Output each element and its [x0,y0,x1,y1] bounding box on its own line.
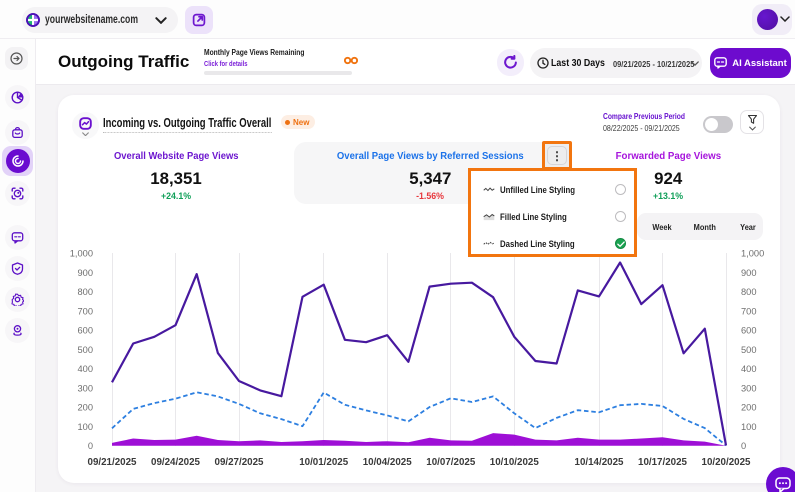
svg-text:10/10/2025: 10/10/2025 [490,456,539,468]
svg-text:100: 100 [77,422,93,432]
svg-text:300: 300 [77,383,93,393]
svg-text:600: 600 [77,326,93,336]
svg-text:09/24/2025: 09/24/2025 [151,456,200,468]
svg-text:1,000: 1,000 [70,249,93,259]
svg-text:900: 900 [741,268,757,278]
svg-text:900: 900 [77,268,93,278]
svg-text:10/14/2025: 10/14/2025 [575,456,624,468]
svg-text:10/07/2025: 10/07/2025 [426,456,475,468]
svg-text:700: 700 [77,306,93,316]
svg-text:10/20/2025: 10/20/2025 [702,456,751,468]
svg-text:600: 600 [741,326,757,336]
svg-text:10/04/2025: 10/04/2025 [363,456,412,468]
svg-text:200: 200 [77,403,93,413]
svg-text:10/01/2025: 10/01/2025 [299,456,348,468]
svg-text:0: 0 [88,441,93,451]
svg-text:700: 700 [741,306,757,316]
svg-text:400: 400 [741,364,757,374]
svg-text:800: 800 [741,287,757,297]
svg-text:0: 0 [741,441,746,451]
svg-text:300: 300 [741,383,757,393]
svg-text:200: 200 [741,403,757,413]
svg-text:09/21/2025: 09/21/2025 [88,456,137,468]
svg-text:1,000: 1,000 [741,249,764,259]
svg-text:500: 500 [741,345,757,355]
svg-text:400: 400 [77,364,93,374]
svg-text:09/27/2025: 09/27/2025 [215,456,264,468]
svg-text:800: 800 [77,287,93,297]
svg-text:500: 500 [77,345,93,355]
svg-text:10/17/2025: 10/17/2025 [638,456,687,468]
svg-text:100: 100 [741,422,757,432]
